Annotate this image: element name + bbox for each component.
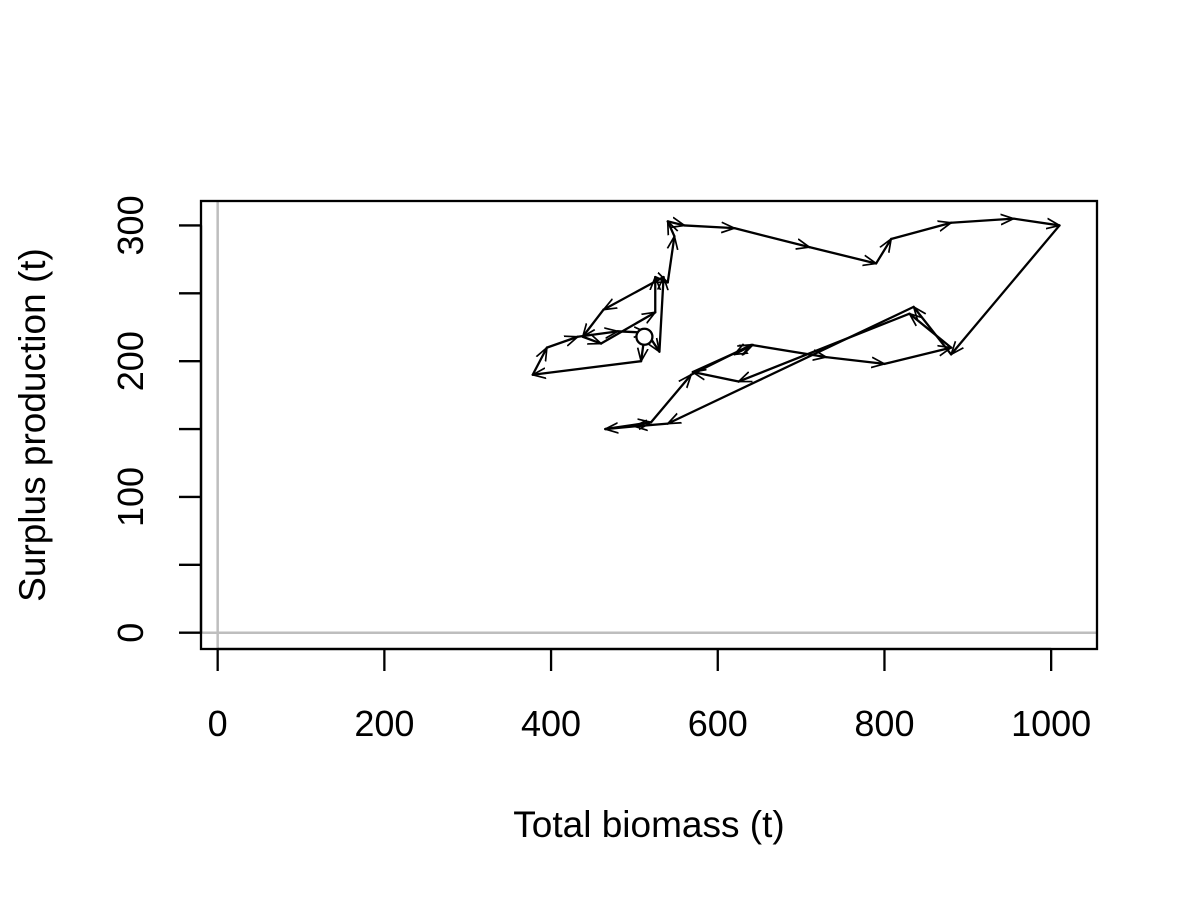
x-tick-label: 600 — [688, 703, 748, 744]
trajectory-arrow — [693, 372, 740, 383]
trajectory-arrow — [545, 337, 578, 349]
trajectory-arrow — [914, 307, 953, 356]
trajectory-arrow — [655, 277, 668, 284]
trajectory-arrow — [649, 375, 691, 424]
y-tick-label: 0 — [110, 623, 151, 643]
trajectory-arrow — [733, 227, 809, 247]
start-point-marker — [635, 327, 654, 346]
x-tick-label: 400 — [521, 703, 581, 744]
trajectory — [531, 217, 1061, 431]
trajectory-arrow — [734, 345, 754, 356]
trajectory-arrow — [739, 312, 911, 383]
trajectory-arrow — [889, 223, 951, 241]
x-axis: 0 200 400 600 800 1000 — [208, 647, 1091, 744]
trajectory-arrow — [666, 221, 685, 225]
x-tick-label: 0 — [208, 703, 228, 744]
x-tick-label: 800 — [854, 703, 914, 744]
x-tick-label: 1000 — [1011, 703, 1091, 744]
trajectory-arrow — [883, 348, 951, 366]
trajectory-arrow — [874, 239, 891, 265]
y-tick-label: 300 — [110, 195, 151, 255]
trajectory-arrow — [583, 308, 605, 337]
trajectory-arrow — [1012, 217, 1061, 226]
y-axis: 0 100 200 300 — [110, 195, 203, 643]
reference-lines — [201, 201, 1097, 649]
trajectory-arrow — [668, 305, 915, 425]
trajectory-arrow — [666, 221, 675, 238]
trajectory-arrow — [531, 360, 643, 375]
trajectory-arrow — [531, 348, 549, 376]
trajectory-arrow — [949, 219, 1015, 223]
trajectory-arrow — [749, 343, 828, 357]
trajectory-arrow — [666, 235, 675, 284]
trajectory-arrow — [824, 355, 886, 364]
y-tick-label: 100 — [110, 467, 151, 527]
x-axis-title: Total biomass (t) — [513, 804, 784, 845]
y-axis-title: Surplus production (t) — [12, 248, 53, 602]
x-tick-label: 200 — [354, 703, 414, 744]
trajectory-arrow — [659, 275, 663, 353]
trajectory-arrow — [599, 311, 655, 345]
y-tick-label: 200 — [110, 331, 151, 391]
trajectory-arrow — [683, 225, 736, 228]
trajectory-arrow — [808, 246, 876, 263]
trajectory-arrow — [909, 314, 953, 349]
trajectory-arrow — [581, 337, 601, 344]
trajectory-arrow — [951, 224, 1061, 354]
trajectory-arrow — [604, 422, 653, 431]
